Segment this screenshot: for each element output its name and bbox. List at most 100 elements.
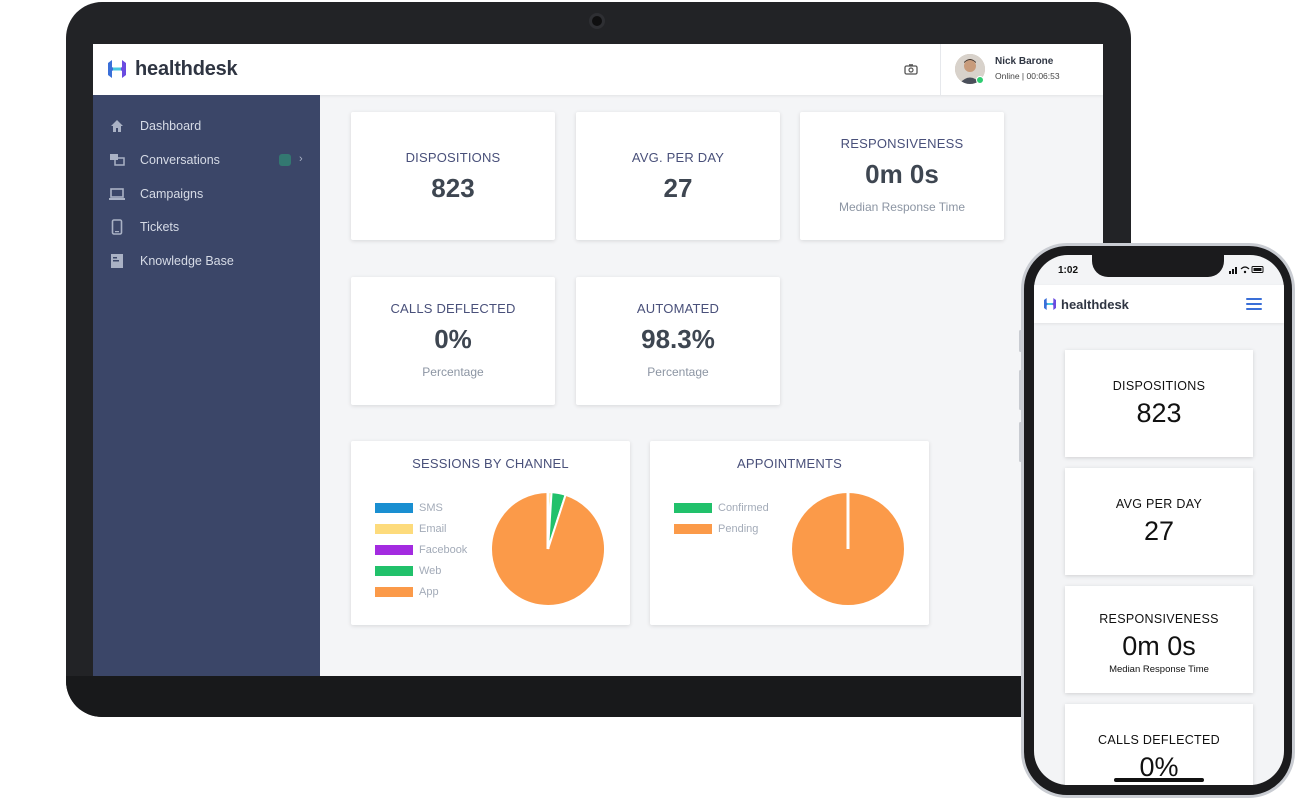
- phone-screen: 1:02 healthdesk DISPOSITIONS 823 AVG PER…: [1034, 255, 1284, 785]
- card-value: 27: [663, 173, 693, 203]
- legend-item[interactable]: Pending: [674, 518, 769, 539]
- legend-label: SMS: [419, 501, 443, 514]
- phone-status-icons: [1229, 265, 1265, 276]
- phone-avg-per-day-card[interactable]: AVG PER DAY 27: [1065, 468, 1253, 575]
- conversations-badge: [279, 154, 291, 166]
- legend-item[interactable]: Confirmed: [674, 497, 769, 518]
- sidebar-item-dashboard[interactable]: Dashboard: [109, 116, 201, 136]
- signal-wifi-battery-icon: [1229, 266, 1264, 274]
- legend-label: Email: [419, 522, 447, 535]
- responsiveness-card[interactable]: RESPONSIVENESS 0m 0s Median Response Tim…: [800, 112, 1004, 240]
- card-value: 823: [1136, 398, 1182, 428]
- chevron-right-icon: ›: [299, 153, 303, 165]
- card-label: CALLS DEFLECTED: [390, 301, 516, 316]
- sessions-pie-chart: [490, 490, 606, 607]
- chart-legend: Confirmed Pending: [674, 497, 769, 539]
- home-indicator: [1114, 778, 1204, 782]
- sidebar-item-label: Knowledge Base: [140, 254, 234, 268]
- dispositions-card[interactable]: DISPOSITIONS 823: [351, 112, 555, 240]
- avatar[interactable]: [955, 54, 985, 84]
- legend-label: App: [419, 585, 439, 598]
- legend-label: Pending: [718, 522, 759, 535]
- chart-legend: SMS Email Facebook Web App: [375, 497, 467, 602]
- chat-icon: [109, 152, 125, 168]
- appointments-card: APPOINTMENTS Confirmed Pending: [650, 441, 929, 625]
- avg-per-day-card[interactable]: AVG. PER DAY 27: [576, 112, 780, 240]
- legend-item[interactable]: SMS: [375, 497, 467, 518]
- legend-item[interactable]: App: [375, 581, 467, 602]
- phone-header: healthdesk: [1034, 285, 1284, 323]
- card-value: 0m 0s: [1122, 631, 1196, 661]
- sidebar-item-campaigns[interactable]: Campaigns: [109, 184, 203, 204]
- laptop-screen: healthdesk Nick Barone Online | 00:06:53: [93, 44, 1103, 676]
- card-label: AVG PER DAY: [1115, 497, 1203, 511]
- sidebar-item-label: Campaigns: [140, 187, 204, 201]
- card-value: 0%: [1139, 752, 1179, 782]
- sidebar: Dashboard Conversations › Campaigns Tick…: [93, 95, 320, 676]
- phone-volume-up-button: [1019, 370, 1022, 410]
- header-divider: [940, 44, 941, 95]
- phone-volume-down-button: [1019, 422, 1022, 462]
- hamburger-icon[interactable]: [1246, 298, 1262, 310]
- phone-notch: [1092, 255, 1224, 277]
- legend-swatch: [375, 565, 413, 576]
- legend-swatch: [375, 523, 413, 534]
- card-value: 823: [431, 173, 475, 203]
- legend-swatch: [375, 586, 413, 597]
- legend-label: Confirmed: [718, 501, 769, 514]
- sidebar-item-tickets[interactable]: Tickets: [109, 217, 179, 237]
- appointments-pie-chart: [790, 491, 906, 607]
- app-name: healthdesk: [135, 57, 238, 80]
- card-value: 0m 0s: [865, 159, 939, 189]
- phone-calls-deflected-card[interactable]: CALLS DEFLECTED 0%: [1065, 704, 1253, 785]
- card-subtitle: Median Response Time: [1109, 664, 1209, 675]
- sessions-by-channel-card: SESSIONS BY CHANNEL SMS Email Facebook Web A…: [351, 441, 630, 625]
- automated-card[interactable]: AUTOMATED 98.3% Percentage: [576, 277, 780, 405]
- legend-swatch: [674, 502, 712, 513]
- user-status: Online | 00:06:53: [995, 71, 1060, 81]
- card-label: DISPOSITIONS: [405, 150, 501, 165]
- calls-deflected-card[interactable]: CALLS DEFLECTED 0% Percentage: [351, 277, 555, 405]
- monitor-icon: [109, 186, 125, 202]
- laptop-chin: [66, 676, 1131, 717]
- legend-swatch: [375, 502, 413, 513]
- phone-app-logo[interactable]: healthdesk: [1042, 296, 1129, 312]
- healthdesk-logo-icon: [108, 60, 126, 78]
- legend-swatch: [375, 544, 413, 555]
- card-subtitle: Percentage: [422, 365, 484, 379]
- book-icon: [109, 253, 125, 269]
- sidebar-item-label: Dashboard: [140, 119, 202, 133]
- card-value: 0%: [434, 324, 472, 354]
- sidebar-item-label: Tickets: [140, 220, 180, 234]
- phone-icon: [109, 219, 125, 235]
- card-label: RESPONSIVENESS: [1099, 612, 1219, 626]
- card-label: AVG. PER DAY: [631, 150, 725, 165]
- card-label: CALLS DEFLECTED: [1098, 733, 1220, 747]
- sidebar-item-knowledge-base[interactable]: Knowledge Base: [109, 251, 234, 271]
- legend-item[interactable]: Email: [375, 518, 467, 539]
- card-label: RESPONSIVENESS: [840, 136, 964, 151]
- phone-dispositions-card[interactable]: DISPOSITIONS 823: [1065, 350, 1253, 457]
- legend-label: Facebook: [419, 543, 468, 556]
- chart-title: APPOINTMENTS: [737, 456, 842, 471]
- laptop-camera: [589, 13, 605, 29]
- card-subtitle: Median Response Time: [838, 200, 966, 214]
- card-value: 98.3%: [641, 324, 715, 354]
- app-logo[interactable]: healthdesk: [105, 57, 238, 81]
- card-label: AUTOMATED: [636, 301, 720, 316]
- healthdesk-logo-icon: [1044, 298, 1056, 310]
- top-bar: healthdesk Nick Barone Online | 00:06:53: [93, 44, 1103, 95]
- sidebar-item-label: Conversations: [140, 153, 220, 167]
- legend-item[interactable]: Web: [375, 560, 467, 581]
- legend-item[interactable]: Facebook: [375, 539, 467, 560]
- user-name[interactable]: Nick Barone: [995, 56, 1054, 67]
- phone-time: 1:02: [1058, 265, 1079, 276]
- phone-responsiveness-card[interactable]: RESPONSIVENESS 0m 0s Median Response Tim…: [1065, 586, 1253, 693]
- chart-title: SESSIONS BY CHANNEL: [412, 456, 569, 471]
- app-name: healthdesk: [1061, 296, 1129, 312]
- phone-mute-button: [1019, 330, 1022, 352]
- online-status-dot: [976, 76, 984, 84]
- sidebar-item-conversations[interactable]: Conversations ›: [109, 150, 303, 170]
- camera-icon[interactable]: [904, 62, 918, 76]
- home-icon: [109, 118, 125, 134]
